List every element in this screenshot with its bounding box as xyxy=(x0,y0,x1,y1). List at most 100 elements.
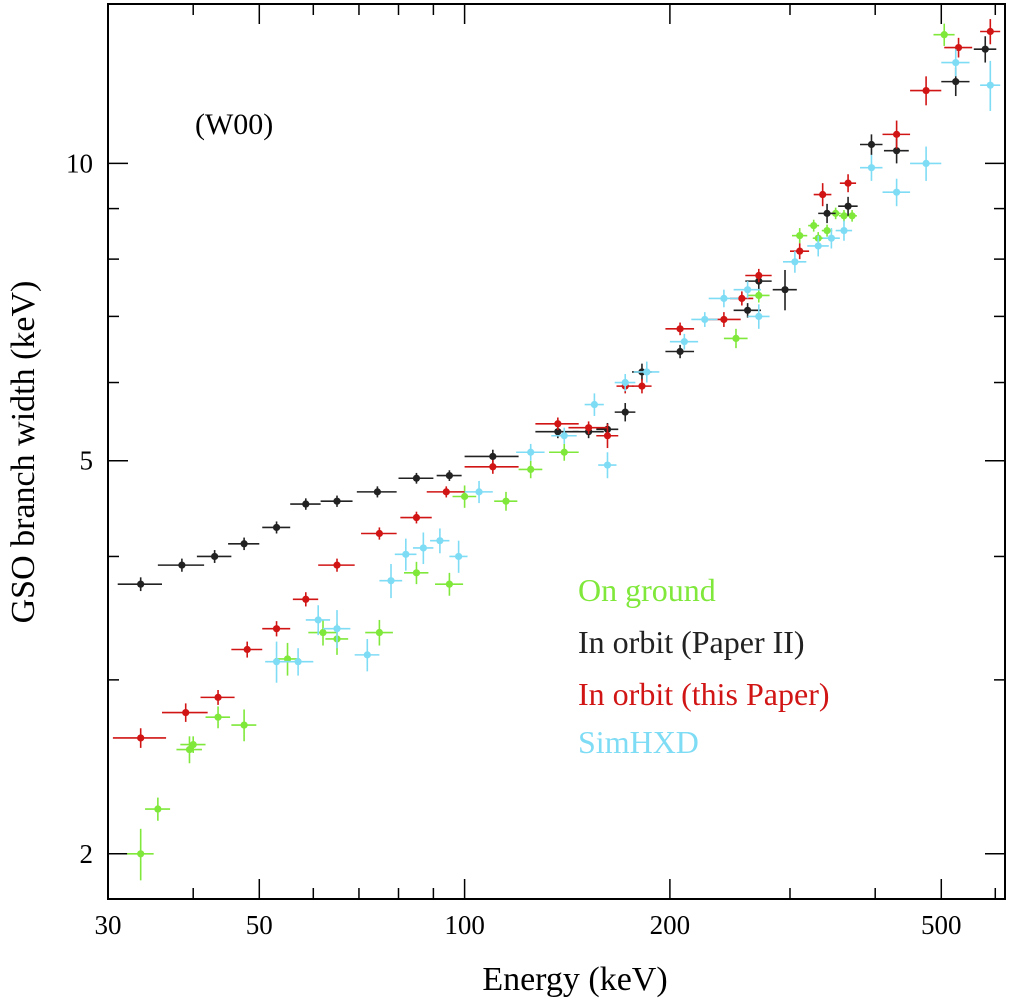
data-marker xyxy=(986,27,994,36)
data-point xyxy=(882,178,911,207)
data-point xyxy=(882,120,911,149)
data-point xyxy=(723,328,748,349)
data-marker xyxy=(272,658,281,666)
legend-on-ground: On ground xyxy=(578,572,716,608)
y-tick-label: 5 xyxy=(80,446,94,476)
data-point xyxy=(308,619,338,646)
data-point xyxy=(782,251,807,273)
data-point xyxy=(464,449,519,464)
data-marker xyxy=(755,291,763,300)
axis-ticks xyxy=(107,4,1005,899)
x-tick-label: 100 xyxy=(444,910,485,940)
data-marker xyxy=(720,294,728,302)
data-marker xyxy=(791,258,799,266)
data-point xyxy=(818,203,836,224)
series-3 xyxy=(265,49,1001,683)
data-point xyxy=(231,709,257,742)
legend: On ground In orbit (Paper II) In orbit (… xyxy=(578,572,830,760)
series-1 xyxy=(117,36,997,592)
data-marker xyxy=(333,561,341,569)
data-marker xyxy=(840,226,848,235)
data-marker xyxy=(823,209,831,217)
data-point xyxy=(789,243,810,260)
data-marker xyxy=(419,544,427,552)
data-marker xyxy=(680,338,688,346)
data-marker xyxy=(848,212,856,220)
data-marker xyxy=(214,713,222,721)
data-point xyxy=(839,210,849,222)
data-point xyxy=(282,648,314,676)
data-marker xyxy=(643,368,651,376)
data-point xyxy=(127,828,154,881)
data-marker xyxy=(283,655,292,663)
data-point xyxy=(808,219,820,232)
data-marker xyxy=(781,286,789,294)
data-point xyxy=(733,303,761,318)
data-marker xyxy=(460,492,469,501)
data-point xyxy=(398,472,434,484)
x-tick-label: 500 xyxy=(921,910,962,940)
data-marker xyxy=(796,232,804,240)
data-marker xyxy=(638,382,646,390)
x-tick-label: 200 xyxy=(650,910,691,940)
data-point xyxy=(323,610,351,649)
data-point xyxy=(614,403,636,422)
data-marker xyxy=(738,294,746,302)
data-marker xyxy=(554,428,562,436)
data-point xyxy=(305,605,331,636)
data-point xyxy=(860,154,883,181)
data-point xyxy=(354,638,380,672)
data-marker xyxy=(333,625,341,633)
data-point xyxy=(464,480,493,504)
data-marker xyxy=(375,628,383,637)
data-marker xyxy=(445,580,454,588)
data-marker xyxy=(182,708,190,717)
data-marker xyxy=(585,424,593,432)
data-point xyxy=(205,706,231,729)
x-tick-labels: 30 50 100 200 500 xyxy=(95,910,962,940)
data-marker xyxy=(621,408,629,416)
y-axis-label: GSO branch width (keV) xyxy=(5,281,42,624)
data-marker xyxy=(445,471,454,480)
data-marker xyxy=(189,740,197,749)
data-point xyxy=(452,485,477,508)
data-marker xyxy=(137,580,145,588)
data-point xyxy=(464,459,519,474)
data-marker xyxy=(489,452,497,461)
data-point xyxy=(318,558,355,572)
data-point xyxy=(691,312,718,327)
data-marker xyxy=(603,461,612,469)
data-point xyxy=(196,550,232,563)
data-point xyxy=(598,452,617,479)
data-marker xyxy=(922,86,930,95)
data-marker xyxy=(314,616,322,624)
data-point xyxy=(176,736,202,764)
data-marker xyxy=(185,745,194,754)
data-marker xyxy=(319,628,327,637)
data-marker xyxy=(844,179,852,187)
data-marker xyxy=(442,488,450,496)
data-point xyxy=(747,288,770,303)
series-2 xyxy=(112,19,1001,748)
data-point xyxy=(941,49,970,77)
data-marker xyxy=(387,577,395,585)
data-point xyxy=(980,19,1001,45)
x-axis-label: Energy (keV) xyxy=(482,961,667,998)
data-point xyxy=(549,443,579,461)
data-marker xyxy=(302,595,310,603)
data-point xyxy=(883,138,909,164)
data-marker xyxy=(701,315,709,324)
data-marker xyxy=(954,43,963,52)
data-point xyxy=(791,228,808,244)
data-marker xyxy=(814,242,822,250)
panel-annotation: (W00) xyxy=(195,108,273,141)
data-marker xyxy=(272,625,281,633)
data-point xyxy=(860,134,883,155)
data-point xyxy=(394,538,417,571)
data-point xyxy=(772,269,797,311)
data-marker xyxy=(412,569,421,577)
data-point xyxy=(973,36,997,63)
data-point xyxy=(320,495,353,507)
data-point xyxy=(733,281,761,299)
data-point xyxy=(228,537,260,551)
